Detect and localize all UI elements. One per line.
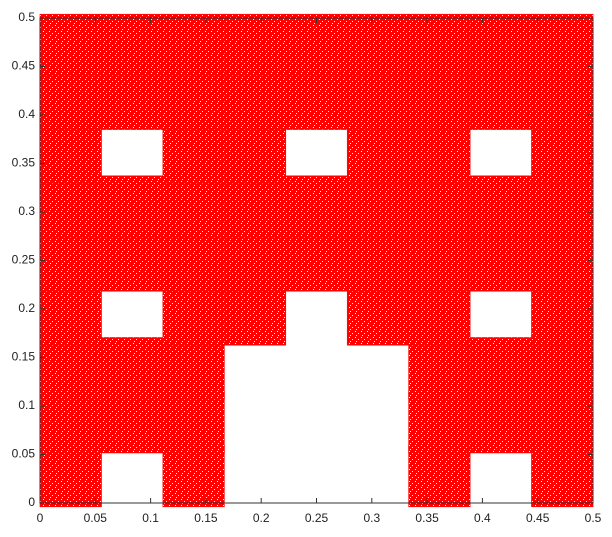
point <box>39 229 102 292</box>
point <box>531 391 594 454</box>
x-tick-label: 0.5 <box>585 511 602 525</box>
y-tick-label: 0.2 <box>18 301 35 315</box>
point <box>408 337 471 400</box>
point <box>101 67 164 130</box>
point <box>346 121 410 184</box>
point <box>223 229 287 292</box>
point <box>101 229 164 292</box>
point <box>469 13 532 77</box>
point <box>531 175 594 238</box>
point <box>39 391 102 454</box>
point <box>101 13 164 77</box>
x-tick-label: 0.2 <box>253 511 270 525</box>
point <box>408 13 471 77</box>
point <box>531 229 594 292</box>
point <box>469 175 532 238</box>
x-tick-label: 0.3 <box>363 511 380 525</box>
point <box>39 175 102 238</box>
x-tick-label: 0 <box>37 511 44 525</box>
point <box>162 175 225 238</box>
point <box>469 229 532 292</box>
x-tick-label: 0.45 <box>526 511 550 525</box>
x-tick-label: 0.4 <box>474 511 491 525</box>
point <box>469 67 532 130</box>
point <box>223 13 287 77</box>
point <box>162 391 225 454</box>
point <box>408 391 471 454</box>
point <box>346 13 410 77</box>
point <box>531 67 594 130</box>
point <box>162 444 225 508</box>
point <box>469 391 532 454</box>
x-tick-label: 0.05 <box>84 511 108 525</box>
y-tick-label: 0.45 <box>12 59 36 73</box>
point <box>531 337 594 400</box>
point <box>285 229 348 292</box>
point <box>39 67 102 130</box>
point <box>223 175 287 238</box>
point <box>346 67 410 130</box>
point <box>408 444 471 508</box>
x-tick-label: 0.25 <box>305 511 329 525</box>
y-tick-label: 0.1 <box>18 398 35 412</box>
y-tick-label: 0.05 <box>12 447 36 461</box>
x-tick-label: 0.35 <box>415 511 439 525</box>
point <box>162 229 225 292</box>
point <box>162 121 225 184</box>
point <box>39 444 102 508</box>
point <box>408 229 471 292</box>
point <box>39 13 102 77</box>
point <box>531 283 594 346</box>
point <box>285 175 348 238</box>
y-tick-label: 0.3 <box>18 204 35 218</box>
point <box>346 175 410 238</box>
point <box>408 175 471 238</box>
point <box>39 121 102 184</box>
point <box>346 283 410 346</box>
point <box>101 391 164 454</box>
y-tick-label: 0.4 <box>18 107 35 121</box>
point <box>162 337 225 400</box>
point <box>162 13 225 77</box>
y-tick-label: 0.15 <box>12 350 36 364</box>
point <box>408 67 471 130</box>
point <box>285 13 348 77</box>
y-tick-label: 0.35 <box>12 156 36 170</box>
point <box>223 283 287 346</box>
point <box>531 121 594 184</box>
point <box>101 337 164 400</box>
point <box>162 67 225 130</box>
point <box>39 283 102 346</box>
x-tick-label: 0.1 <box>142 511 159 525</box>
y-tick-label: 0 <box>28 495 35 509</box>
point <box>285 67 348 130</box>
point <box>531 444 594 508</box>
point <box>101 175 164 238</box>
y-tick-label: 0.5 <box>18 10 35 24</box>
point <box>469 337 532 400</box>
point <box>162 283 225 346</box>
point <box>223 121 287 184</box>
point <box>346 229 410 292</box>
x-tick-label: 0.15 <box>194 511 218 525</box>
point <box>408 283 471 346</box>
point <box>39 337 102 400</box>
point <box>223 67 287 130</box>
point <box>531 13 594 77</box>
y-tick-label: 0.25 <box>12 253 36 267</box>
point <box>408 121 471 184</box>
